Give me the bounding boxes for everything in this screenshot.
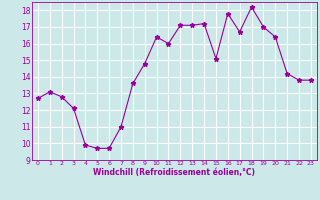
- X-axis label: Windchill (Refroidissement éolien,°C): Windchill (Refroidissement éolien,°C): [93, 168, 255, 177]
